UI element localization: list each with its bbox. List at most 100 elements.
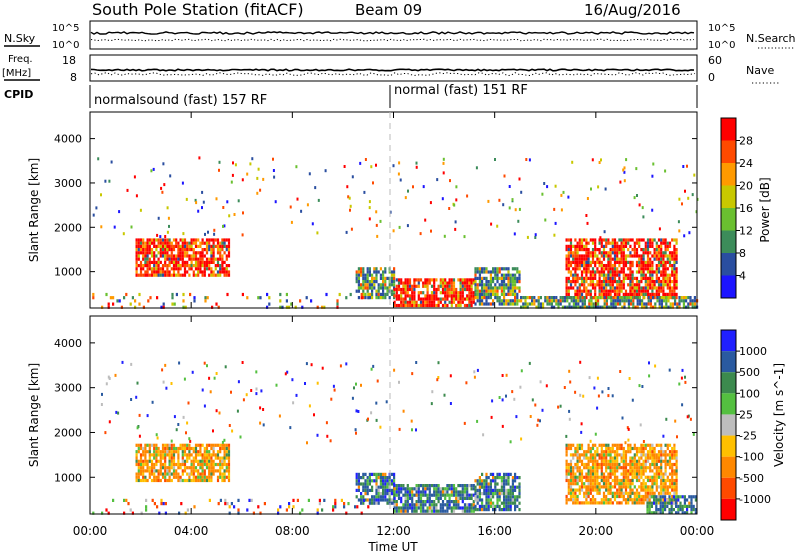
data-cell [377,283,380,287]
data-cell [164,466,167,470]
data-cell [146,273,149,277]
data-cell [613,475,617,479]
data-cell [629,472,632,476]
data-cell [203,446,206,451]
data-cell [622,491,625,495]
data-cell [474,292,477,296]
data-cell [611,459,614,463]
data-cell [123,511,126,515]
scatter-cell [641,206,644,210]
data-cell [673,469,676,473]
data-cell [496,472,499,476]
colorbar-swatch [721,435,736,457]
data-cell [223,270,226,274]
data-cell [226,502,229,506]
data-cell [629,283,632,287]
data-cell [640,498,643,502]
data-cell [583,482,586,486]
data-cell [208,267,211,271]
data-cell [360,498,363,502]
data-cell [395,503,398,507]
data-cell [507,289,510,293]
data-cell [489,482,492,486]
data-cell [227,264,231,268]
data-cell [670,498,673,502]
scatter-cell [398,161,401,165]
data-cell [629,270,632,274]
data-cell [627,296,630,300]
data-cell [496,482,499,486]
data-cell [659,511,662,515]
data-cell [631,472,634,476]
data-cell [139,443,143,447]
data-cell [678,305,681,309]
data-cell [564,299,567,303]
data-cell [642,482,645,486]
x-tick-label: 20:00 [579,524,614,538]
data-cell [371,479,374,483]
data-cell [168,450,171,454]
data-cell [452,297,456,301]
data-cell [476,292,479,296]
data-cell [205,251,209,255]
data-cell [325,292,328,297]
scatter-cell [475,166,478,170]
data-cell [192,264,195,268]
data-cell [594,283,597,287]
data-cell [483,270,486,274]
data-cell [649,276,652,280]
colorbar-swatch [721,498,736,520]
data-cell [572,453,575,457]
data-cell [646,501,649,505]
data-cell [569,286,573,290]
data-cell [662,292,665,296]
data-cell [424,500,427,504]
scatter-cell [202,200,205,204]
data-cell [620,270,623,274]
data-cell [161,244,165,248]
data-cell [565,292,568,296]
data-cell [150,472,154,476]
data-cell [375,292,378,296]
data-cell [618,491,621,495]
data-cell [179,273,182,277]
data-cell [630,296,633,300]
data-cell [660,241,663,245]
data-cell [439,291,442,295]
data-cell [382,270,385,274]
data-cell [188,244,191,248]
data-cell [210,260,213,264]
scatter-cell [513,397,516,401]
data-cell [624,459,628,463]
data-cell [618,273,621,277]
data-cell [481,472,484,476]
data-cell [646,459,650,463]
data-cell [227,248,231,252]
data-cell [583,475,586,479]
data-cell [223,472,226,476]
data-cell [578,241,581,245]
data-cell [426,496,429,500]
data-cell [450,487,453,491]
data-cell [446,493,449,497]
data-cell [142,469,145,473]
data-cell [183,273,187,277]
data-cell [323,305,326,309]
data-cell [646,267,650,271]
data-cell [576,289,579,293]
data-cell [146,462,149,467]
data-cell [616,443,619,447]
data-cell [266,292,269,297]
data-cell [192,273,195,277]
data-cell [623,302,626,306]
data-cell [179,475,182,479]
data-cell [631,289,634,293]
data-cell [137,462,140,467]
data-cell [627,254,630,258]
data-cell [357,485,360,489]
data-cell [197,267,200,271]
data-cell [156,296,159,300]
data-cell [522,302,525,306]
data-cell [208,469,211,473]
data-cell [400,294,403,298]
